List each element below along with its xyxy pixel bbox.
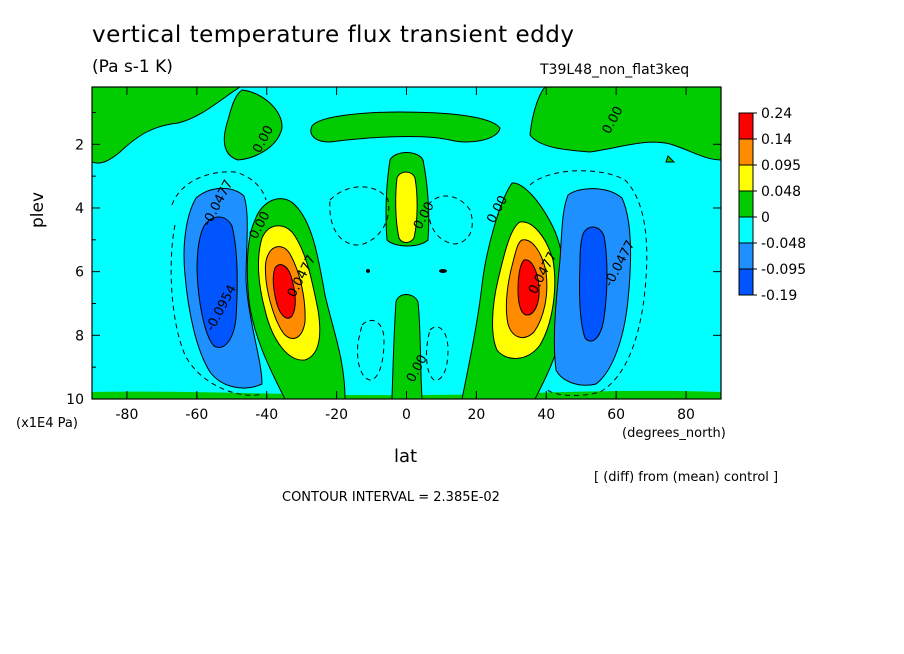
colorbar-label: 0 bbox=[761, 210, 770, 226]
equatorial-lower-green bbox=[391, 294, 423, 399]
x-tick-label: 40 bbox=[537, 407, 555, 423]
colorbar-swatch bbox=[738, 164, 754, 192]
colorbar-swatch bbox=[738, 138, 754, 166]
colorbar-swatch bbox=[738, 112, 754, 140]
positive-region-bottom-strip bbox=[92, 390, 721, 399]
colorbar-swatch bbox=[738, 190, 754, 218]
y-tick-label: 6 bbox=[75, 265, 84, 281]
x-tick-label: -60 bbox=[185, 407, 208, 423]
positive-region-top-right bbox=[529, 87, 721, 161]
y-axis: 2 4 6 8 10 bbox=[66, 111, 721, 408]
contour-fill-layer bbox=[92, 87, 721, 399]
small-positive-island bbox=[665, 155, 676, 163]
colorbar: 0.24 0.14 0.095 0.048 0 -0.048 -0.095 -0.19 bbox=[738, 106, 806, 304]
y-tick-label: 8 bbox=[75, 328, 84, 344]
diff-note: [ (diff) from (mean) control ] bbox=[594, 470, 779, 485]
positive-lobe-south-red bbox=[272, 264, 296, 319]
positive-region-top-left-2 bbox=[223, 89, 283, 161]
colorbar-label: -0.19 bbox=[761, 288, 797, 304]
y-tick-label: 2 bbox=[75, 137, 84, 153]
colorbar-swatch bbox=[738, 268, 754, 296]
x-tick-label: -80 bbox=[116, 407, 139, 423]
x-tick-label: 0 bbox=[402, 407, 411, 423]
x-tick-label: -20 bbox=[325, 407, 348, 423]
x-tick-label: -40 bbox=[255, 407, 278, 423]
x-tick-label: 20 bbox=[467, 407, 485, 423]
x-tick-label: 60 bbox=[607, 407, 625, 423]
colorbar-label: -0.095 bbox=[761, 262, 806, 278]
colorbar-swatch bbox=[738, 242, 754, 270]
small-contour-dot bbox=[366, 269, 370, 273]
y-tick-label: 4 bbox=[75, 201, 84, 217]
positive-region-top-center bbox=[310, 111, 501, 143]
negative-contour-lines bbox=[170, 170, 648, 396]
negative-region-south-inner bbox=[196, 216, 238, 348]
chart-units: (Pa s-1 K) bbox=[92, 57, 173, 77]
run-label: T39L48_non_flat3keq bbox=[540, 62, 690, 78]
small-contour-dot-2 bbox=[439, 269, 447, 273]
y-tick-label: 10 bbox=[66, 392, 84, 408]
colorbar-label: 0.14 bbox=[761, 132, 792, 148]
positive-region-top-left bbox=[92, 87, 241, 164]
colorbar-label: 0.095 bbox=[761, 158, 801, 174]
contour-interval: CONTOUR INTERVAL = 2.385E-02 bbox=[282, 490, 500, 505]
x-tick-label: 80 bbox=[677, 407, 695, 423]
colorbar-label: 0.048 bbox=[761, 184, 801, 200]
y-axis-multiplier: (x1E4 Pa) bbox=[16, 416, 78, 431]
colorbar-label: 0.24 bbox=[761, 106, 792, 122]
negative-region-north-inner bbox=[579, 226, 608, 342]
colorbar-label: -0.048 bbox=[761, 236, 806, 252]
chart-title: vertical temperature flux transient eddy bbox=[92, 22, 575, 48]
equatorial-column-yellow bbox=[395, 171, 418, 243]
x-axis-label: lat bbox=[394, 446, 418, 467]
positive-lobe-north-red bbox=[517, 259, 540, 316]
x-axis: -80 -60 -40 -20 0 20 40 60 80 bbox=[116, 87, 695, 423]
colorbar-swatch bbox=[738, 216, 754, 244]
x-axis-units: (degrees_north) bbox=[622, 426, 726, 441]
